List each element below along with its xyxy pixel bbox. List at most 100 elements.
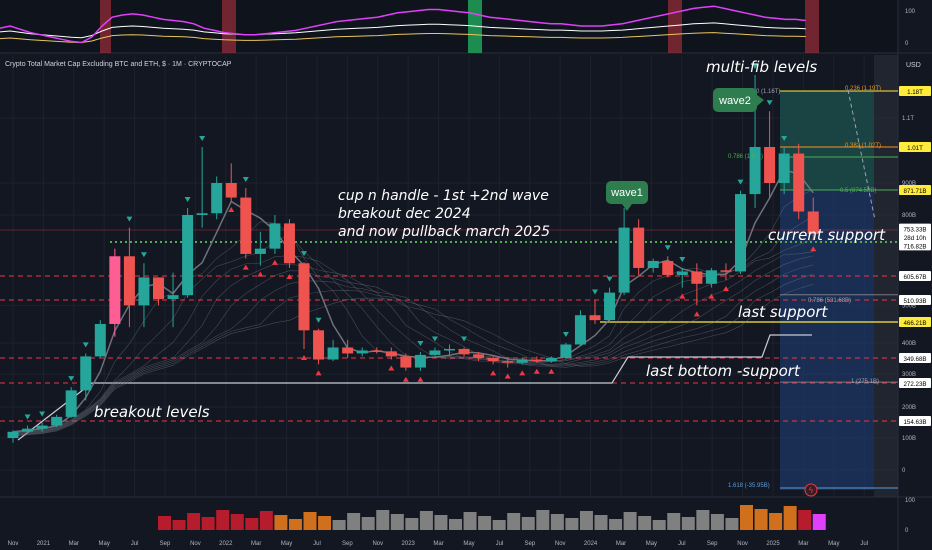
candle-body [342, 347, 354, 354]
buy-signal-marker [533, 368, 540, 374]
price-tag-bg [899, 142, 931, 152]
buy-signal-marker [388, 365, 395, 371]
price-tag: 716.82B [899, 240, 931, 251]
candle-body [720, 270, 732, 272]
x-tick-label: Sep [160, 541, 171, 547]
buy-signal-marker [519, 370, 526, 376]
price-tag-bg [899, 185, 931, 195]
price-tag: 1.01T [899, 142, 931, 152]
candle-body [516, 359, 528, 363]
indicator-oscillator [0, 0, 819, 53]
sell-signal-marker [242, 176, 249, 182]
moving-average-line [12, 238, 814, 434]
x-tick-label: May [463, 541, 474, 547]
candle-body [429, 350, 441, 355]
candlestick-series [7, 75, 819, 443]
buy-signal-marker [693, 311, 700, 317]
price-tag: 272.23B [899, 378, 931, 388]
candle-body [764, 147, 776, 183]
buy-signal-marker [504, 373, 511, 379]
volume-bar [754, 509, 768, 530]
candle-body [225, 183, 237, 198]
buy-signal-marker [286, 273, 293, 279]
x-tick-label: Jul [678, 541, 686, 547]
x-tick-label: 2025 [766, 541, 780, 547]
annotation-line-1: cup n handle - 1st +2nd wave [338, 188, 549, 204]
sell-signal-marker [664, 245, 671, 251]
candle-body [749, 147, 761, 195]
price-tag-bg [899, 378, 931, 388]
sell-signal-marker [68, 376, 75, 382]
volume-bar [783, 506, 797, 530]
sell-signal-marker [39, 411, 46, 417]
candle-body [211, 183, 223, 214]
lightning-icon[interactable]: ϟ [804, 483, 818, 497]
x-tick-label: May [646, 541, 657, 547]
volume-bar [245, 518, 259, 530]
price-tag: 753.33B [899, 223, 931, 234]
fib-236-label: 0.236 (1.19T) [845, 86, 881, 92]
candle-body [662, 260, 674, 275]
x-tick-label: Sep [707, 541, 718, 547]
y-tick-label: 300B [902, 372, 916, 378]
candle-body [444, 348, 455, 351]
candle-body [676, 271, 688, 275]
price-tag-text: 605.67B [903, 274, 926, 281]
sell-signal-marker [82, 342, 89, 348]
sell-signal-marker [417, 340, 424, 346]
moving-average-line [12, 251, 814, 435]
volume-bar [623, 512, 637, 530]
candle-body [385, 351, 397, 357]
x-tick-label: Mar [69, 541, 79, 547]
candle-body [51, 416, 63, 426]
buy-signal-marker [301, 354, 307, 360]
multi-fib-annotation: multi-fib levels [706, 58, 817, 76]
price-tag: 28d 10h [899, 232, 931, 242]
x-tick-label: Jul [860, 541, 868, 547]
sell-signal-marker [592, 289, 598, 295]
candle-body [254, 248, 266, 254]
volume-bar [812, 514, 826, 530]
candle-body [371, 350, 383, 352]
x-tick-label: Sep [524, 541, 535, 547]
sell-signal-marker [431, 336, 438, 342]
candle-body [604, 292, 616, 321]
sell-signal-marker [781, 136, 788, 141]
currency-label[interactable]: USD [906, 62, 921, 69]
wave1-label: wave1 [610, 187, 643, 199]
volume-bar [463, 512, 477, 530]
sell-signal-marker [461, 336, 468, 342]
buy-signal-marker [548, 368, 555, 374]
volume-bar [274, 515, 288, 530]
candle-body [589, 315, 601, 321]
breakout-trendline [17, 334, 812, 441]
candle-body [807, 211, 819, 234]
candle-body [531, 359, 543, 362]
moving-average-line [12, 283, 814, 437]
candle-body [123, 256, 135, 306]
candle-body [647, 260, 659, 268]
indicator-main-line [0, 5, 806, 44]
sell-signal-marker [752, 64, 759, 69]
price-tag-text: 28d 10h [904, 235, 927, 242]
price-tag-bg [899, 240, 931, 251]
price-tag-bg [899, 223, 931, 234]
x-tick-label: Nov [8, 541, 19, 547]
sell-signal-marker [301, 251, 307, 257]
price-tag-bg [899, 416, 931, 426]
volume-bar [579, 511, 593, 530]
y-tick-label: 400B [902, 341, 916, 347]
price-tag-bg [899, 271, 931, 281]
volume-bar [158, 516, 171, 530]
signal-markers [24, 64, 817, 420]
sell-signal-marker [737, 179, 744, 185]
buy-signal-marker [402, 376, 409, 382]
x-tick-label: May [281, 541, 292, 547]
indicator-highlight [668, 0, 682, 53]
last-bottom-annotation: last bottom -support [646, 362, 801, 380]
volume-scale-0: 0 [905, 528, 909, 534]
indicator-highlight [222, 0, 236, 53]
moving-average-line [12, 215, 814, 434]
volume-bar [740, 505, 753, 530]
